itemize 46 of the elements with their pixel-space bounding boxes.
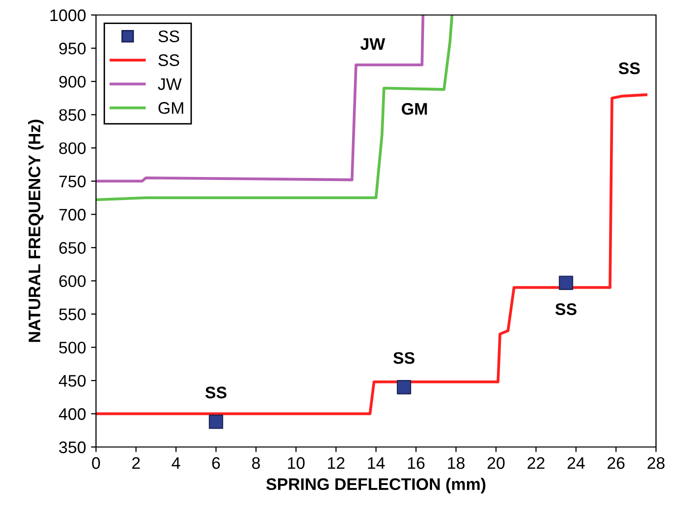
x-tick-label: 20	[488, 457, 505, 469]
y-tick-label: 600	[59, 275, 86, 288]
y-tick-label: 900	[59, 76, 86, 88]
point	[396, 380, 412, 394]
point	[558, 276, 574, 290]
x-tick-label: 28	[648, 457, 665, 469]
annotation: GM	[402, 103, 427, 115]
y-tick-label: 850	[59, 109, 86, 121]
y-tick-label: 700	[59, 208, 86, 221]
y-tick-label: 450	[58, 374, 86, 387]
x-tick-label: 24	[568, 457, 585, 469]
x-tick-label: 22	[528, 457, 544, 469]
y-tick-label: 1000	[50, 9, 86, 22]
annotation: SS	[393, 352, 414, 364]
x-tick-label: 0	[92, 457, 100, 469]
x-tick-label: 6	[212, 457, 220, 469]
legend-label: GM	[158, 102, 184, 114]
y-tick-label: 750	[59, 176, 86, 188]
x-tick-label: 10	[288, 457, 305, 469]
line-series	[96, 93, 648, 416]
x-tick-label: 14	[368, 457, 385, 469]
legend-label: SS	[158, 54, 180, 66]
annotation: SS	[618, 62, 640, 74]
x-tick-label: 16	[408, 457, 425, 469]
y-tick-label: 950	[59, 42, 86, 54]
x-tick-label: 2	[132, 457, 140, 469]
annotation: JW	[360, 38, 386, 50]
y-tick-label: 650	[59, 242, 86, 254]
x-tick-label: 18	[448, 457, 465, 469]
y-tick-label: 400	[58, 408, 86, 420]
legend-label: JW	[158, 78, 182, 90]
point	[208, 414, 224, 429]
legend-label: SS	[158, 30, 180, 42]
annotation: SS	[205, 386, 226, 398]
y-tick-label: 500	[59, 342, 86, 354]
x-tick-label: 8	[252, 457, 260, 469]
line-series	[96, 15, 454, 202]
annotation: SS	[555, 303, 576, 316]
y-tick-label: 800	[59, 142, 86, 154]
y-axis-title: NATURAL FREQUENCY (Hz)	[28, 120, 44, 342]
x-tick-label: 4	[172, 457, 180, 469]
x-tick-label: 26	[608, 457, 625, 469]
x-axis-title: SPRING DEFLECTION (mm)	[266, 478, 486, 494]
y-tick-label: 550	[59, 308, 86, 320]
x-tick-label: 12	[328, 457, 344, 469]
y-tick-label: 350	[59, 441, 86, 454]
